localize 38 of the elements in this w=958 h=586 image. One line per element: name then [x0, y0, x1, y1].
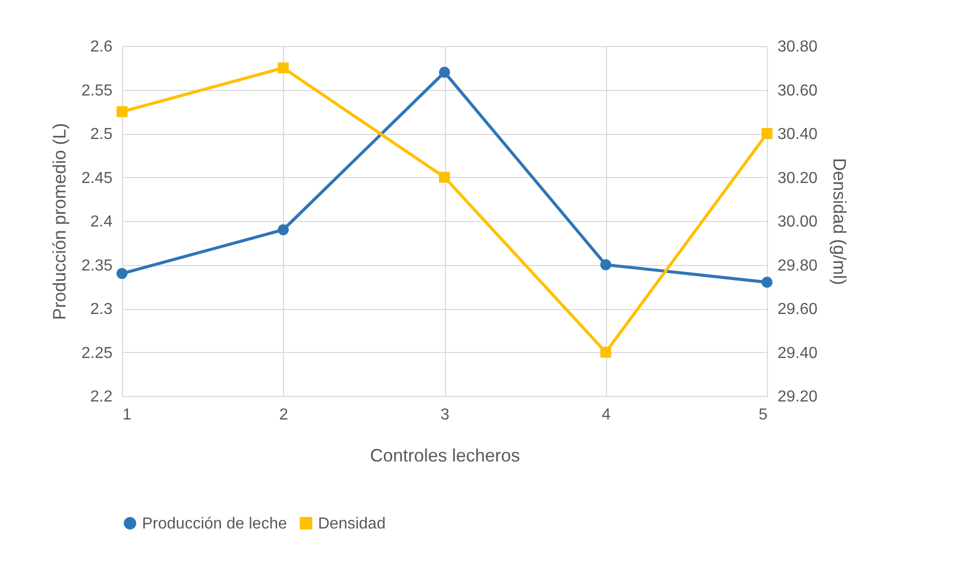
y2-axis-title: Densidad (g/ml)	[830, 158, 850, 286]
y-tick-label: 2.2	[90, 388, 113, 406]
y-tick-label: 2.35	[81, 257, 113, 274]
x-tick-label: 5	[758, 406, 768, 424]
point	[278, 62, 289, 74]
y-axis-title: Producción promedio (L)	[49, 122, 70, 320]
x-tick-label: 1	[122, 406, 132, 424]
y2-tick-label: 30.40	[778, 126, 818, 143]
x-axis-title: Controles lecheros	[370, 446, 520, 466]
point	[439, 66, 450, 78]
y2-tick-label: 30.80	[778, 38, 818, 56]
point	[600, 346, 612, 358]
y-tick-label: 2.45	[81, 170, 113, 187]
legend-label: Producción de leche	[142, 515, 288, 532]
y-tick-label: 2.55	[81, 82, 113, 100]
point	[116, 106, 128, 118]
point	[762, 276, 772, 288]
y2-tick-label: 29.40	[778, 344, 818, 362]
y-tick-label: 2.4	[90, 214, 113, 230]
y-tick-label: 2.25	[81, 344, 113, 362]
x-tick-label: 4	[602, 406, 611, 424]
legend-label: Densidad	[318, 515, 386, 532]
point	[762, 128, 772, 139]
y-tick-label: 2.5	[90, 126, 113, 143]
y2-tick-label: 30.00	[778, 214, 818, 230]
y-tick-label: 2.3	[90, 301, 113, 318]
point	[116, 268, 128, 279]
y2-tick-label: 30.60	[778, 82, 818, 100]
point	[600, 259, 612, 270]
y2-tick-label: 29.80	[778, 257, 818, 274]
point	[439, 172, 450, 183]
y2-tick-label: 29.20	[778, 388, 818, 406]
y-tick-label: 2.6	[90, 38, 113, 56]
point	[278, 224, 289, 236]
x-tick-label: 2	[279, 406, 288, 424]
x-tick-label: 3	[440, 406, 450, 424]
y2-tick-label: 30.20	[778, 170, 818, 187]
y2-tick-label: 29.60	[778, 301, 818, 318]
